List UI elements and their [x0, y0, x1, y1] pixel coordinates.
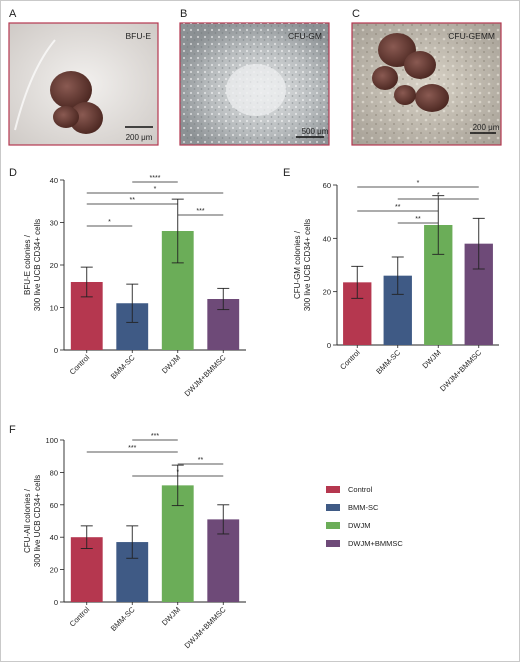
legend: Control BMM-SC DWJM DWJM+BMMSC [326, 485, 403, 548]
panel-letter-b: B [180, 8, 187, 20]
panel-letter-a: A [9, 8, 17, 20]
micrograph-c-label: CFU-GEMM [448, 31, 495, 41]
micrograph-a-label: BFU-E [126, 31, 152, 41]
y-axis-label: CFU-GM colonies / [293, 230, 302, 299]
significance-label: * [154, 186, 157, 193]
y-tick-label: 0 [327, 341, 331, 350]
y-tick-label: 40 [50, 176, 58, 185]
legend-label: DWJM [348, 521, 371, 530]
colony-cfu-gemm [394, 85, 416, 105]
legend-label: DWJM+BMMSC [348, 539, 403, 548]
scale-label-c: 200 μm [473, 123, 500, 132]
micrograph-c: C CFU-GEMM 200 μm [351, 8, 502, 146]
panel-letter-d: D [9, 167, 17, 179]
colony-bfu-e [50, 71, 92, 109]
dish-edge-line [14, 39, 56, 131]
legend-label: Control [348, 485, 373, 494]
y-tick-label: 40 [323, 234, 331, 243]
panel-letter-e: E [283, 167, 290, 179]
y-tick-label: 40 [50, 533, 58, 542]
legend-swatch [326, 540, 340, 547]
y-tick-label: 60 [50, 501, 58, 510]
colony-cfu-gemm [415, 84, 449, 112]
significance-label: ** [415, 216, 421, 223]
y-tick-label: 60 [323, 181, 331, 190]
panel-letter-f: F [9, 424, 16, 436]
y-tick-label: 20 [323, 288, 331, 297]
legend-label: BMM-SC [348, 503, 379, 512]
significance-label: ** [130, 197, 136, 204]
legend-swatch [326, 522, 340, 529]
micrograph-b: B CFU-GM 500 μm [179, 8, 330, 146]
significance-label: *** [196, 208, 204, 215]
y-tick-label: 80 [50, 468, 58, 477]
colony-bfu-e [69, 102, 103, 134]
significance-label: * [417, 180, 420, 187]
chart-cfu-all: 0 20 40 60 80 100 CFU-All colonies /300 live U… [23, 433, 246, 650]
significance-label: *** [151, 433, 159, 440]
significance-label: **** [150, 175, 161, 182]
colony-cfu-gemm [372, 66, 398, 90]
y-axis-label: 300 live UCB CD34+ cells [303, 219, 312, 311]
y-tick-label: 20 [50, 261, 58, 270]
scale-label-a: 200 μm [126, 133, 153, 142]
y-tick-label: 10 [50, 304, 58, 313]
y-axis-label: CFU-All colonies / [23, 488, 32, 553]
legend-swatch [326, 504, 340, 511]
significance-label: * [437, 192, 440, 199]
micrograph-b-label: CFU-GM [288, 31, 322, 41]
colony-cfu-gm-center [226, 64, 286, 116]
y-tick-label: 30 [50, 219, 58, 228]
significance-label: * [108, 219, 111, 226]
y-tick-label: 0 [54, 598, 58, 607]
panel-letter-c: C [352, 8, 360, 20]
legend-swatch [326, 486, 340, 493]
y-axis-label: BFU-E colonies / [23, 234, 32, 295]
y-axis-label: 300 live UCB CD34+ cells [33, 475, 42, 567]
significance-label: ** [395, 204, 401, 211]
y-tick-label: 100 [45, 436, 58, 445]
significance-label: * [176, 469, 179, 476]
micrograph-a: A BFU-E 200 μm [8, 8, 159, 146]
significance-label: ** [198, 457, 204, 464]
colony-bfu-e [53, 106, 79, 128]
scale-label-b: 500 μm [302, 127, 329, 136]
y-tick-label: 0 [54, 346, 58, 355]
significance-label: *** [128, 445, 136, 452]
y-axis-label: 300 live UCB CD34+ cells [33, 219, 42, 311]
colony-cfu-gemm [404, 51, 436, 79]
y-tick-label: 20 [50, 566, 58, 575]
